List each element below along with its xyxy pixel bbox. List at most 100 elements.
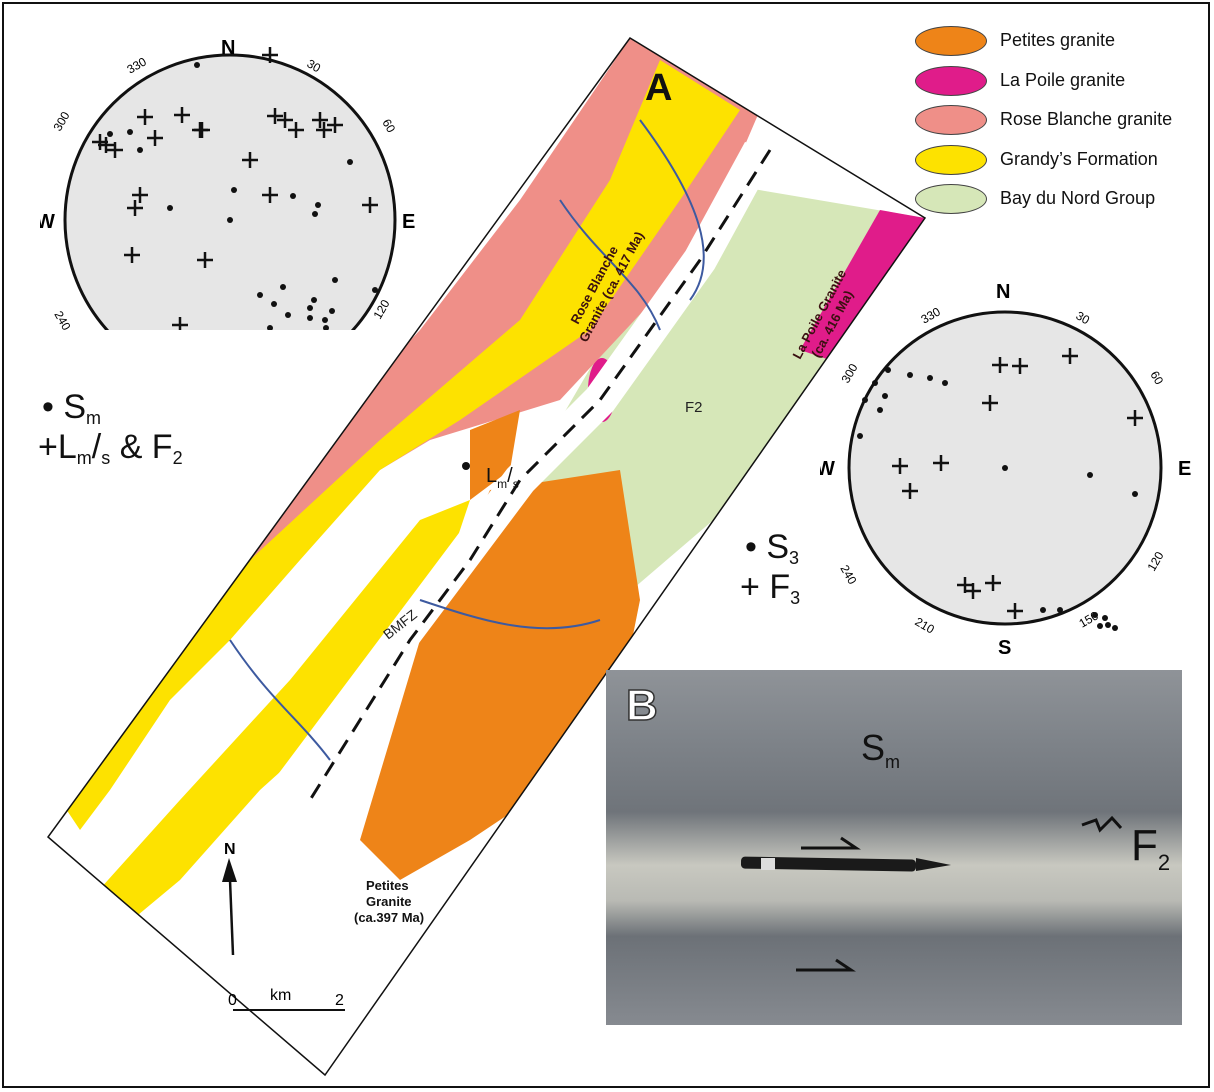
bmfz-fault-line — [308, 149, 772, 801]
stereonet-point-cross — [985, 575, 1001, 591]
stereonet-point-cross — [1127, 410, 1143, 426]
stereonet-point-dot — [312, 211, 318, 217]
photo-label-f2: F2 — [1131, 821, 1170, 875]
stereonet-point-dot — [332, 277, 338, 283]
west-label: W — [820, 458, 835, 480]
outcrop-photo — [606, 670, 1182, 1025]
stereonet-point-cross — [312, 112, 328, 128]
tick-label: 300 — [838, 361, 860, 386]
tick-label: 60 — [1147, 369, 1166, 388]
stereonet-point-cross — [262, 187, 278, 203]
stereonet-point-dot — [927, 375, 933, 381]
tick-label: 30 — [305, 56, 324, 75]
legend-item: Grandy’s Formation — [915, 144, 1214, 185]
stereonet-point-cross — [982, 395, 998, 411]
stereonet-point-dot — [137, 147, 143, 153]
stereonet-point-dot — [1087, 472, 1093, 478]
photo-annotations: B Sm F2 — [625, 680, 1170, 972]
stereonet-point-dot — [323, 325, 329, 330]
stereonet-point-dot — [1102, 615, 1108, 621]
stereonet-point-cross — [316, 122, 332, 138]
tick-label: 210 — [913, 614, 938, 636]
tick-label: 30 — [1074, 308, 1093, 327]
stereonet-point-dot — [1040, 607, 1046, 613]
label-petites-age: (ca.397 Ma) — [354, 910, 424, 925]
stereonet-point-cross — [98, 137, 114, 153]
svg-text:km: km — [270, 987, 291, 1004]
legend-label: La Poile granite — [1000, 69, 1126, 90]
stereonet-point-dot — [311, 297, 317, 303]
stereonet-point-dot — [862, 397, 868, 403]
north-label: N — [996, 281, 1010, 303]
stereonet-point-cross — [992, 357, 1008, 373]
tick-label: 60 — [379, 117, 398, 136]
west-label: W — [40, 211, 55, 233]
legend-swatch — [915, 26, 987, 56]
tick-label: 330 — [125, 54, 150, 76]
stereonet-point-dot — [877, 407, 883, 413]
legend: Petites granite La Poile granite Rose Bl… — [915, 26, 1214, 224]
stereonet-point-cross — [277, 112, 293, 128]
stereonet-right: N S E W 330 30 300 60 240 120 210 150 — [820, 281, 1191, 659]
stereonet-point-cross — [172, 317, 188, 330]
stereonet-point-dot — [1097, 623, 1103, 629]
stereonet-point-dot — [271, 301, 277, 307]
stereonet-point-dot — [882, 393, 888, 399]
stereonet-point-cross — [965, 583, 981, 599]
tick-label: 240 — [837, 563, 859, 588]
photo-label-sm: Sm — [861, 727, 900, 772]
stereonet-point-cross — [127, 200, 143, 216]
stereonet-point-dot — [372, 287, 378, 293]
legend-label: Bay du Nord Group — [1000, 188, 1156, 208]
stereonet-left: N S E W 330 30 300 60 240 120 210 150 — [40, 37, 415, 331]
north-arrow-icon — [222, 858, 237, 956]
north-arrow-label: N — [224, 841, 236, 858]
stereonet-point-dot — [1112, 625, 1118, 631]
stereonet-point-dot — [257, 292, 263, 298]
stereonet-point-dot — [227, 217, 233, 223]
stereonet-point-cross — [107, 142, 123, 158]
scale-bar: 0 km 2 — [228, 987, 345, 1011]
legend-item: Petites granite — [915, 26, 1214, 66]
stereonet-point-dot — [290, 193, 296, 199]
stereonet-point-dot — [942, 380, 948, 386]
unit-la-poile — [800, 210, 925, 360]
stereonet-point-cross — [892, 458, 908, 474]
stereonet-point-cross — [132, 187, 148, 203]
legend-swatch — [915, 65, 987, 96]
stereonet-point-dot — [280, 284, 286, 290]
svg-text:2: 2 — [335, 992, 344, 1009]
tick-label: 240 — [51, 309, 73, 331]
pencil — [740, 856, 951, 872]
stereonet-point-cross — [147, 130, 163, 146]
stereonet-point-cross — [1012, 358, 1028, 374]
legend-swatch — [915, 144, 987, 175]
legend-swatch — [915, 105, 987, 135]
label-petites-2: Granite — [366, 894, 412, 909]
legend-label: Petites granite — [1000, 30, 1116, 50]
stereonet-point-cross — [192, 122, 208, 138]
panel-label-a: A — [645, 67, 672, 109]
stereonet-point-dot — [107, 131, 113, 137]
svg-text:0: 0 — [228, 992, 237, 1009]
key-left-dot: • Sm — [42, 388, 102, 428]
legend-item: Bay du Nord Group — [915, 184, 1214, 224]
key-left-cross: +Lm/s & F2 — [38, 428, 183, 468]
stereonet-point-dot — [885, 367, 891, 373]
stereonet-point-cross — [288, 122, 304, 138]
legend-item: Rose Blanche granite — [915, 105, 1214, 145]
stereonet-point-cross — [197, 252, 213, 268]
stereonet-point-dot — [194, 62, 200, 68]
stereonet-point-dot — [285, 312, 291, 318]
unit-petites — [360, 470, 640, 880]
stereonet-point-cross — [262, 47, 278, 63]
stereonet-point-dot — [231, 187, 237, 193]
stereonet-point-dot — [1092, 612, 1098, 618]
south-label: S — [998, 637, 1011, 659]
label-lineation: Lm/s — [486, 465, 519, 491]
tick-label: 300 — [50, 109, 72, 134]
north-label: N — [221, 37, 235, 59]
stereonet-point-dot — [307, 305, 313, 311]
label-petites: Petites — [366, 878, 409, 893]
